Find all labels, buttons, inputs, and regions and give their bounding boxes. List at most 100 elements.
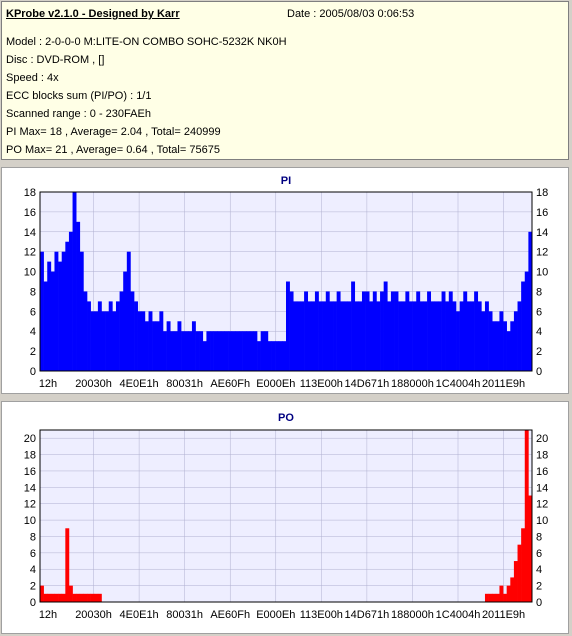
pi-ytick-right: 16 (536, 207, 548, 219)
pi-bar (170, 331, 175, 371)
pi-bar (492, 321, 497, 371)
pi-bar (235, 331, 240, 371)
pi-xtick-label: 12h (39, 378, 57, 390)
pi-bar (159, 311, 164, 371)
pi-bar (87, 301, 91, 371)
pi-bar (398, 301, 403, 371)
pi-ytick-right: 0 (536, 366, 542, 378)
pi-ytick-left: 12 (24, 247, 36, 259)
pi-bar (260, 331, 265, 371)
pi-xtick-label: 2011E9h (482, 378, 525, 390)
po-chart-panel: PO 0 0 2 2 4 4 6 6 8 8 10 10 12 12 14 14 16 16 18 18 20 20 12h 2… (1, 401, 569, 634)
pi-xtick-label: 14D671h (345, 378, 390, 390)
po-bar (90, 593, 95, 602)
po-xtick-label: 80031h (166, 609, 203, 621)
pi-bar (220, 331, 225, 371)
pi-bar (188, 331, 193, 371)
pi-bar (423, 301, 428, 371)
pi-bar (97, 301, 102, 371)
pi-bar (155, 321, 160, 371)
pi-bar (286, 281, 290, 371)
pi-bar (137, 311, 142, 371)
pi-bar (43, 281, 48, 371)
pi-bar (510, 321, 515, 371)
pi-bar (445, 301, 450, 371)
pi-axis-frame (39, 191, 533, 372)
scan-date: Date : 2005/08/03 0:06:53 (287, 8, 415, 20)
pi-bar (354, 301, 359, 371)
pi-bar (293, 301, 298, 371)
pi-ytick-right: 12 (536, 247, 548, 259)
pi-ytick-right: 18 (536, 187, 548, 199)
pi-bar (228, 331, 233, 371)
pi-bar (390, 291, 395, 371)
app-title: KProbe v2.1.0 - Designed by Karr (6, 8, 180, 20)
pi-ytick-left: 18 (24, 187, 36, 199)
pi-bar (177, 321, 182, 371)
pi-bar (427, 291, 432, 371)
pi-bar (257, 341, 261, 371)
pi-bar (72, 192, 77, 371)
po-ytick-left: 16 (24, 466, 36, 478)
po-ytick-right: 16 (536, 466, 548, 478)
speed-line: Speed : 4x (6, 72, 59, 84)
po-xtick-label: 4E0E1h (120, 609, 159, 621)
po-bar (484, 593, 489, 602)
po-axis-frame (39, 429, 533, 603)
pi-bar (152, 321, 157, 371)
pi-ytick-left: 4 (30, 326, 36, 338)
po-ytick-right: 12 (536, 499, 548, 511)
po-bar (521, 528, 526, 602)
po-bar (68, 585, 73, 602)
pi-bar (210, 331, 214, 371)
pi-bar (47, 261, 52, 371)
pi-bar (112, 311, 117, 371)
pi-bar (144, 321, 149, 371)
pi-ytick-right: 6 (536, 306, 542, 318)
pi-bar (148, 311, 153, 371)
pi-bar (412, 301, 417, 371)
pi-bar (217, 331, 222, 371)
pi-bar (340, 301, 345, 371)
po-ytick-left: 8 (30, 531, 36, 543)
po-bar (499, 585, 504, 602)
model-line: Model : 2-0-0-0 M:LITE-ON COMBO SOHC-523… (6, 36, 287, 48)
pi-bar (528, 231, 533, 371)
pi-bar (163, 331, 167, 371)
pi-bar (202, 341, 207, 371)
pi-bar (61, 251, 66, 371)
pi-bar (369, 301, 374, 371)
pi-bar (358, 301, 363, 371)
po-bar (528, 495, 533, 602)
pi-bar (238, 331, 243, 371)
pi-bar (296, 301, 301, 371)
pi-bar (524, 271, 529, 371)
po-ytick-right: 0 (536, 597, 542, 609)
pi-bar (503, 321, 507, 371)
pi-bar (275, 341, 280, 371)
po-ytick-right: 8 (536, 531, 542, 543)
pi-xtick-label: 80031h (166, 378, 203, 390)
po-bar (72, 593, 77, 602)
pi-bar (314, 291, 319, 371)
pi-bar (499, 311, 504, 371)
pi-bar (376, 301, 381, 371)
pi-bar (249, 331, 254, 371)
pi-chart-panel: PI 0 0 2 2 4 4 6 6 8 8 10 10 12 12 14 14 16 16 18 18 12h 20030… (1, 167, 569, 394)
pi-bar (231, 331, 236, 371)
po-bar (510, 577, 515, 602)
pi-chart-title: PI (281, 175, 291, 187)
pi-bar (79, 251, 84, 371)
pi-bar (181, 331, 186, 371)
pi-bar (351, 281, 356, 371)
po-bar (43, 593, 48, 602)
po-bar (513, 561, 518, 602)
pi-bar (195, 331, 200, 371)
pi-bar (474, 291, 479, 371)
pi-bar (484, 301, 489, 371)
ecc-line: ECC blocks sum (PI/PO) : 1/1 (6, 90, 152, 102)
pi-bar (300, 301, 305, 371)
pi-bar (199, 331, 204, 371)
po-bar (61, 593, 66, 602)
pi-bar (459, 301, 464, 371)
